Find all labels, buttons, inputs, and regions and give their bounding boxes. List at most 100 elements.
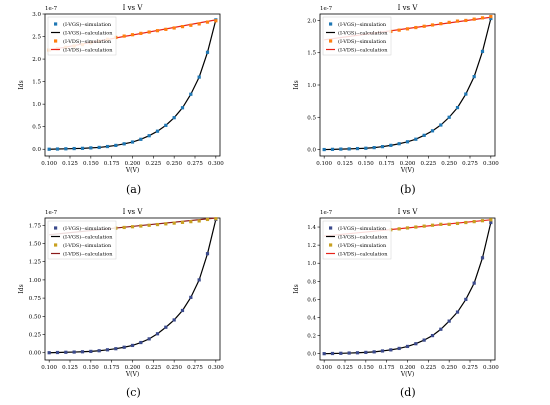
y-tick-label: 0.4 xyxy=(307,315,316,321)
y-tick-label: 0.2 xyxy=(307,334,316,340)
series-point xyxy=(472,75,476,79)
series-point xyxy=(447,20,451,24)
series-point xyxy=(480,49,485,54)
chart-panel-4: I vs V 1e-7 0.100 0.125 0.150 0.175 0.200 0.225… xyxy=(293,208,499,378)
series-point xyxy=(447,115,451,119)
series-point xyxy=(480,16,485,20)
series-point xyxy=(364,350,368,355)
x-tick-label: 0.200 xyxy=(125,161,141,167)
series-point xyxy=(372,350,376,354)
series-point xyxy=(455,221,460,226)
chart-title: I vs V xyxy=(123,208,144,216)
series-point xyxy=(464,18,468,23)
x-tick-label: 0.100 xyxy=(41,161,57,167)
series-point xyxy=(139,31,143,35)
x-tick-label: 0.125 xyxy=(62,365,78,371)
series-point xyxy=(155,29,160,33)
series-point xyxy=(122,225,126,230)
y-tick-label: 1.75 xyxy=(29,223,42,229)
series-point xyxy=(172,26,176,30)
legend: (I-VGS)--simulation(I-VGS)--calculation (… xyxy=(47,16,117,56)
series-point xyxy=(172,318,176,322)
offset-text: 1e-7 xyxy=(320,210,333,216)
series-point xyxy=(439,222,443,226)
series-point xyxy=(80,146,85,150)
series-point xyxy=(114,347,118,351)
series-point xyxy=(64,147,68,151)
legend-entry: (I-VGS)--calculation xyxy=(338,233,388,240)
series-point xyxy=(414,342,418,346)
series-point xyxy=(155,222,160,227)
legend-marker xyxy=(54,22,58,26)
series-point xyxy=(455,310,460,314)
offset-text: 1e-7 xyxy=(320,6,333,12)
series-point xyxy=(139,137,143,141)
x-tick-label: 0.150 xyxy=(83,161,99,167)
series-point xyxy=(414,137,418,141)
series-point xyxy=(147,30,151,34)
y-axis-label: Ids xyxy=(293,80,300,89)
chart-title: I vs V xyxy=(123,4,144,12)
series-point xyxy=(189,92,193,96)
series-point xyxy=(405,226,410,230)
legend-entry: (I-VDS)--simulation xyxy=(338,38,387,45)
chart-title: I vs V xyxy=(398,4,419,12)
legend-marker xyxy=(54,39,58,43)
x-tick-label: 0.175 xyxy=(379,161,395,167)
series-point xyxy=(330,147,335,151)
legend: (I-VGS)--simulation(I-VGS)--calculation (… xyxy=(322,16,392,56)
series-point xyxy=(472,281,476,285)
x-axis-label: V(V) xyxy=(400,167,414,174)
series-point xyxy=(389,143,393,147)
series-point xyxy=(405,27,410,31)
series-point xyxy=(380,145,385,149)
x-tick-label: 0.275 xyxy=(187,161,203,167)
series-point xyxy=(130,225,135,229)
legend-entry: (I-VDS)--calculation xyxy=(338,46,388,53)
x-tick-label: 0.300 xyxy=(208,365,224,371)
series-point xyxy=(489,16,493,21)
series-point xyxy=(89,146,93,150)
legend-marker xyxy=(54,226,58,230)
legend-marker xyxy=(329,226,333,230)
x-tick-label: 0.150 xyxy=(358,365,374,371)
legend-entry: (I-VGS)--simulation xyxy=(63,225,112,232)
legend-entry: (I-VDS)--simulation xyxy=(338,242,387,249)
series-point xyxy=(105,144,110,149)
series-point xyxy=(214,19,218,23)
y-tick-label: 1.0 xyxy=(307,83,316,89)
x-axis-label: V(V) xyxy=(125,371,139,378)
series-point xyxy=(205,50,210,54)
series-point xyxy=(139,224,143,228)
legend-entry: (I-VGS)--calculation xyxy=(63,29,113,36)
legend-marker xyxy=(329,22,333,26)
legend-box xyxy=(322,220,392,260)
y-tick-label: 2.0 xyxy=(32,57,41,63)
series-point xyxy=(147,223,151,227)
x-tick-label: 0.225 xyxy=(420,161,436,167)
x-tick-label: 0.100 xyxy=(316,161,332,167)
legend-entry: (I-VGS)--simulation xyxy=(338,225,387,232)
series-point xyxy=(164,123,168,127)
series-point xyxy=(430,129,435,133)
y-tick-label: 1.5 xyxy=(307,51,316,57)
series-point xyxy=(464,220,468,225)
series-point xyxy=(389,348,393,352)
series-point xyxy=(422,338,426,342)
series-point xyxy=(405,344,410,349)
y-tick-label: 0.00 xyxy=(29,351,42,357)
y-tick-label: 1.50 xyxy=(29,241,42,247)
series-point xyxy=(180,25,185,29)
x-tick-label: 0.200 xyxy=(400,161,416,167)
x-tick-label: 0.100 xyxy=(41,365,57,371)
panel-label-b: (b) xyxy=(400,183,416,196)
series-point xyxy=(430,23,435,27)
y-axis-label: Ids xyxy=(293,284,300,293)
legend-box xyxy=(47,220,117,260)
y-tick-label: 0.0 xyxy=(307,148,316,154)
series-point xyxy=(439,22,443,26)
x-tick-label: 0.250 xyxy=(166,161,182,167)
series-point xyxy=(330,351,335,356)
series-point xyxy=(130,343,135,348)
series-point xyxy=(347,351,351,355)
